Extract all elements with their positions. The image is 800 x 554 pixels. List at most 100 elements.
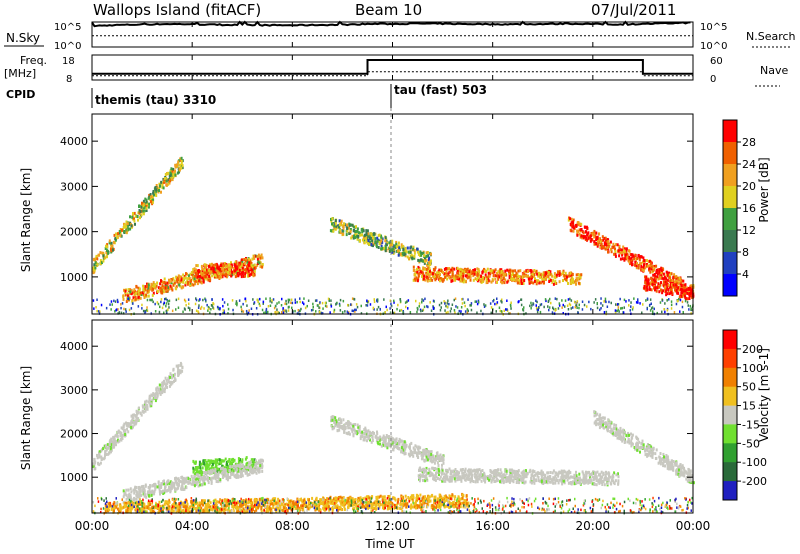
echo-cell <box>682 292 685 296</box>
echo-cell <box>445 311 447 315</box>
echo-cell <box>175 278 178 282</box>
echo-cell <box>360 228 363 232</box>
echo-cell <box>572 278 575 282</box>
echo-cell <box>397 440 400 444</box>
echo-cell <box>425 471 428 475</box>
echo-cell <box>140 205 143 209</box>
echo-cell <box>361 230 364 234</box>
echo-cell <box>451 266 454 270</box>
echo-cell <box>356 227 359 231</box>
echo-cell <box>244 457 247 461</box>
station-title: Wallops Island (fitACF) <box>93 1 261 19</box>
echo-cell <box>140 291 143 295</box>
echo-cell <box>539 275 542 279</box>
echo-cell <box>231 465 234 469</box>
echo-cell <box>654 275 657 279</box>
echo-cell <box>674 289 677 293</box>
echo-cell <box>181 277 184 281</box>
echo-cell <box>187 480 190 484</box>
echo-cell <box>178 167 181 171</box>
echo-cell <box>686 301 689 304</box>
echo-cell <box>537 308 539 311</box>
echo-cell <box>379 442 382 446</box>
echo-cell <box>603 300 605 303</box>
echo-cell <box>480 479 483 483</box>
echo-cell <box>144 311 146 314</box>
echo-cell <box>611 246 614 250</box>
echo-cell <box>673 276 676 280</box>
echo-cell <box>126 222 129 226</box>
echo-cell <box>427 277 430 280</box>
echo-cell <box>221 466 224 470</box>
echo-cell <box>160 180 163 184</box>
echo-cell <box>572 218 575 222</box>
echo-cell <box>679 287 682 291</box>
echo-cell <box>148 202 151 206</box>
echo-cell <box>269 300 271 303</box>
echo-cell <box>208 472 211 476</box>
echo-cell <box>222 468 225 472</box>
echo-cell <box>429 272 432 276</box>
echo-cell <box>522 273 525 277</box>
echo-cell <box>338 425 341 429</box>
echo-cell <box>460 278 463 282</box>
echo-cell <box>620 307 622 310</box>
echo-cell <box>438 271 441 275</box>
echo-cell <box>410 245 413 249</box>
echo-cell <box>179 163 181 167</box>
echo-cell <box>183 298 186 302</box>
echo-cell <box>206 303 208 307</box>
echo-cell <box>121 302 124 305</box>
echo-cell <box>496 297 498 300</box>
echo-cell <box>236 475 239 479</box>
echo-cell <box>424 255 427 259</box>
echo-cell <box>635 264 638 268</box>
echo-cell <box>171 374 173 377</box>
echo-cell <box>230 458 233 462</box>
echo-cell <box>187 477 190 480</box>
echo-cell <box>599 240 602 244</box>
echo-cell <box>92 299 95 302</box>
echo-cell <box>440 269 443 273</box>
echo-cell <box>251 458 254 462</box>
echo-cell <box>156 386 159 390</box>
echo-cell <box>400 245 403 249</box>
echo-cell <box>613 244 616 248</box>
echo-cell <box>558 273 561 277</box>
echo-cell <box>616 309 618 313</box>
echo-cell <box>423 261 426 265</box>
echo-cell <box>110 245 113 249</box>
echo-cell <box>141 485 144 489</box>
echo-cell <box>659 275 662 279</box>
echo-cell <box>162 480 165 484</box>
echo-cell <box>562 312 564 315</box>
echo-cell <box>633 257 636 261</box>
echo-cell <box>143 403 146 407</box>
echo-cell <box>237 469 240 473</box>
echo-cell <box>263 311 265 315</box>
echo-cell <box>428 263 431 267</box>
echo-cell <box>148 487 151 491</box>
echo-cell <box>147 400 150 404</box>
echo-cell <box>642 303 644 306</box>
echo-cell <box>442 461 445 465</box>
echo-cell <box>119 228 122 231</box>
echo-cell <box>626 255 629 259</box>
echo-cell <box>424 260 427 264</box>
echo-cell <box>333 420 336 424</box>
echo-cell <box>578 306 580 310</box>
echo-cell <box>637 266 640 270</box>
echo-cell <box>243 258 246 262</box>
echo-cell <box>552 282 555 286</box>
echo-cell <box>96 257 99 261</box>
echo-cell <box>132 421 135 424</box>
echo-cell <box>332 418 335 422</box>
echo-cell <box>664 289 667 293</box>
echo-cell <box>125 497 128 501</box>
echo-cell <box>248 257 251 261</box>
echo-cell <box>224 467 227 471</box>
echo-cell <box>687 287 690 291</box>
echo-cell <box>339 304 341 307</box>
echo-cell <box>650 288 653 292</box>
echo-cell <box>647 278 650 282</box>
